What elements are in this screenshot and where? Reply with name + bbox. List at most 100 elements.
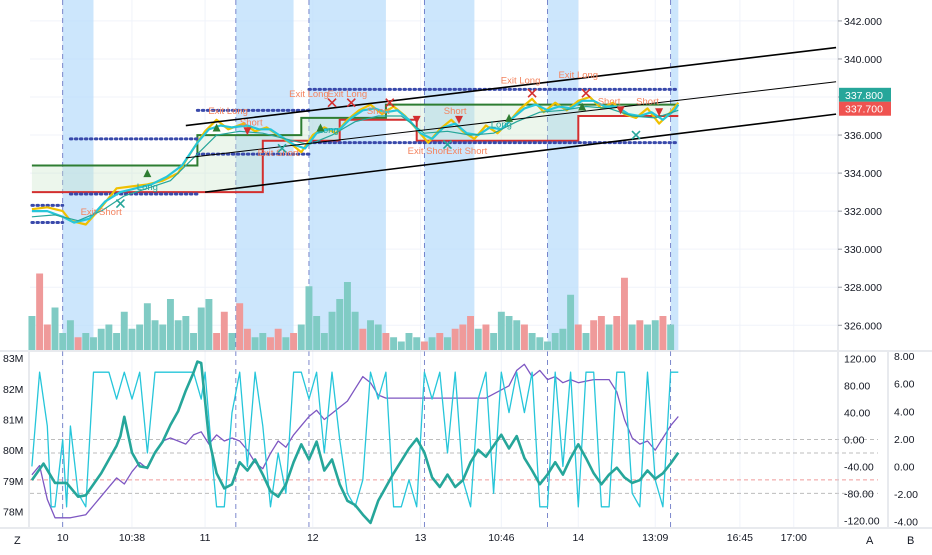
volume-bar [513, 320, 521, 350]
price-axis-label: 340.000 [844, 54, 882, 66]
log-scale-button[interactable]: B [907, 535, 914, 547]
time-axis-label: 12 [307, 532, 319, 544]
volume-bar [590, 320, 598, 350]
exit-marker [385, 98, 395, 108]
volume-bar [574, 324, 582, 350]
right-axis-label: 0.00 [894, 461, 915, 473]
volume-bar [644, 324, 652, 350]
center-axis-label: 0.00 [844, 435, 865, 447]
center-axis-label: 40.00 [844, 408, 870, 420]
volume-bar [544, 341, 551, 350]
volume-bar [405, 333, 413, 350]
long-entry-marker [316, 123, 325, 132]
right-axis-label: 4.00 [894, 406, 915, 418]
last-price-badge [839, 87, 891, 102]
volume-bar [320, 333, 328, 350]
auto-scale-button[interactable]: A [866, 535, 874, 547]
signal-label: Exit Long [558, 70, 598, 81]
volume-bar [497, 311, 505, 350]
volume-bar [43, 324, 51, 350]
exit-marker [115, 198, 125, 209]
volume-bar [613, 316, 621, 350]
volume-bar [136, 324, 144, 350]
volume-bar [143, 303, 151, 350]
volume-bar [97, 328, 105, 350]
volume-bar [213, 333, 221, 350]
long-entry-marker [578, 102, 587, 111]
volume-bar [428, 337, 436, 350]
time-axis-label: 13:09 [642, 532, 668, 544]
volume-bar [444, 337, 451, 350]
volume-bar [597, 316, 605, 350]
price-series-green [31, 105, 679, 222]
signal-label: Exit Long [328, 89, 368, 100]
volume-bar [36, 273, 44, 350]
price-axis-label: 330.000 [844, 244, 882, 256]
signal-label: Short [240, 118, 263, 129]
time-axis-label: 10 [57, 532, 69, 544]
signal-label: Short [444, 106, 467, 117]
volume-bar [205, 299, 213, 350]
volume-bar [459, 324, 467, 350]
price-axis-label: 332.000 [844, 206, 882, 218]
center-axis-label: -80.00 [844, 488, 874, 500]
toolbar-layer[interactable]: Z A B [14, 535, 914, 547]
price-axis-label: 326.000 [844, 320, 882, 332]
volume-bar [166, 299, 174, 350]
volume-bar [59, 333, 67, 350]
signal-label: Short [367, 106, 390, 117]
volume-bar [66, 320, 74, 350]
volume-bar [159, 324, 167, 350]
time-axis-label: 10:38 [119, 532, 145, 544]
volume-bar [551, 333, 559, 350]
price-axis-label: 336.000 [844, 130, 882, 142]
volume-bar [343, 282, 351, 350]
volume-bar [490, 333, 498, 350]
volume-bar [382, 333, 390, 350]
volume-bar [451, 328, 459, 350]
volume-bar [228, 333, 236, 350]
volume-bar [236, 303, 244, 350]
last-price-label: 337.700 [845, 104, 883, 116]
left-axis-label: 79M [3, 476, 23, 488]
center-axis-label: 120.00 [844, 354, 876, 366]
momentum-line [30, 360, 680, 525]
left-axis-label: 83M [3, 353, 23, 365]
volume-bar [297, 324, 305, 350]
channel-lower-line[interactable] [204, 113, 837, 193]
volume-bar [559, 328, 567, 350]
lower-step-level [31, 115, 679, 194]
volume-bar [605, 324, 613, 350]
volume-bar [313, 316, 321, 350]
volume-bar [51, 307, 59, 350]
long-entry-marker [505, 113, 514, 122]
volume-bar [528, 333, 536, 350]
last-price-badge [839, 101, 891, 116]
timezone-button[interactable]: Z [14, 535, 21, 547]
volume-bar [567, 294, 575, 350]
session-band [670, 0, 679, 350]
volume-bar [128, 328, 136, 350]
price-axis-label: 334.000 [844, 168, 882, 180]
short-entry-marker [455, 115, 464, 124]
short-entry-marker [616, 106, 625, 115]
long-entry-marker [143, 169, 152, 178]
exit-marker [346, 98, 356, 108]
volume-bar [420, 341, 428, 350]
volume-bar [397, 341, 405, 350]
volume-bar [182, 316, 190, 350]
price-axis-label: 328.000 [844, 282, 882, 294]
channel-upper-line[interactable] [185, 46, 837, 127]
short-entry-marker [412, 115, 421, 124]
left-axis-label: 82M [3, 384, 23, 396]
volume-bar [390, 337, 398, 350]
volume-bar [259, 333, 267, 350]
volume-bar [197, 307, 205, 350]
volume-bar [667, 324, 675, 350]
signal-label: Long [137, 182, 158, 193]
right-axis-label: 6.00 [894, 379, 915, 391]
volume-bar [305, 286, 313, 350]
level-band-fill [31, 104, 679, 193]
